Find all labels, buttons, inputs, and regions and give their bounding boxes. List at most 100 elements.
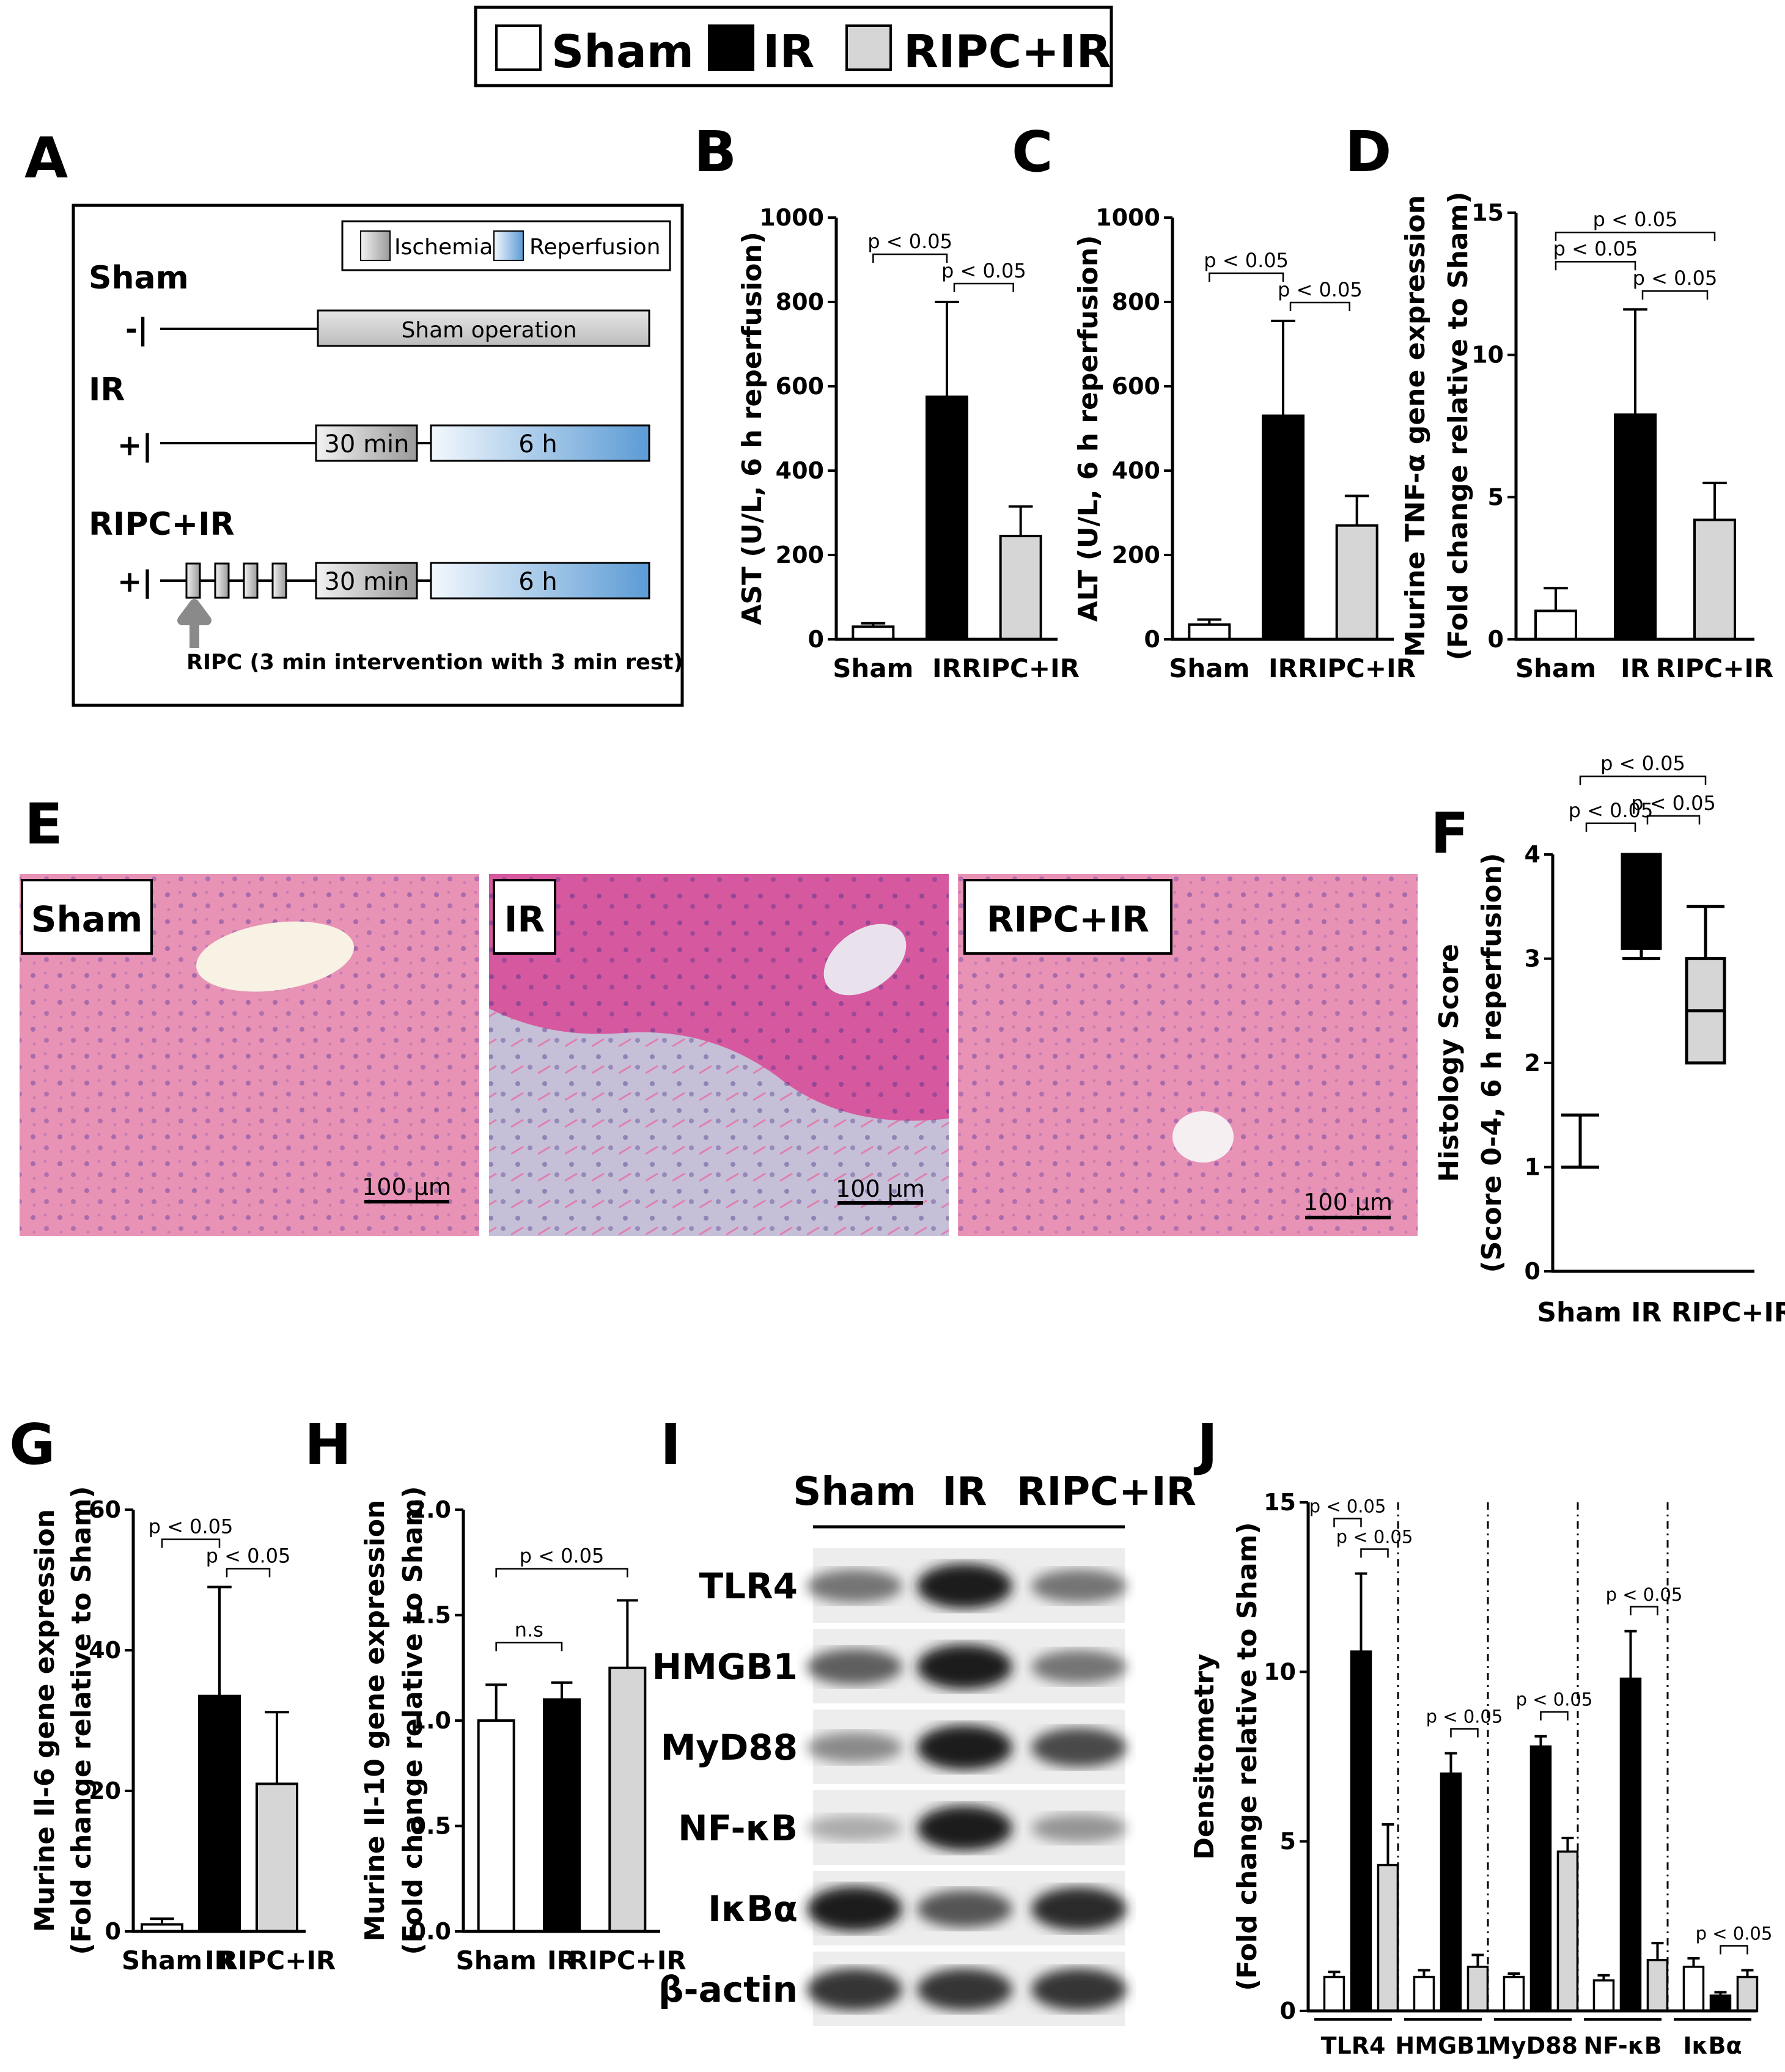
legend-label-sham: Sham [551, 26, 694, 78]
micrograph-sham: Sham 100 μm [20, 874, 479, 1236]
x-category-label: RIPC+IR [1656, 653, 1774, 683]
y-tick-label: 1000 [1095, 204, 1160, 231]
x-category-label: Sham [1515, 653, 1596, 683]
x-category-label: IR [1268, 653, 1298, 683]
significance-label: p < 0.05 [1553, 237, 1638, 260]
y-tick-label: 400 [1112, 457, 1160, 484]
significance-label: p < 0.05 [1278, 278, 1363, 301]
legend-label-ripc: RIPC+IR [904, 26, 1111, 78]
chart-f-histology: Histology Score (Score 0-4, 6 h reperfusi… [1434, 752, 1785, 1328]
significance-label: p < 0.05 [1631, 792, 1716, 815]
y-tick-label: 5 [1280, 1828, 1296, 1855]
y-tick-label: 0 [808, 626, 824, 653]
ir-ischemia-label: 30 min [324, 430, 409, 458]
significance-label: p < 0.05 [1569, 799, 1654, 822]
scale-bar-label-ir: 100 μm [836, 1175, 925, 1202]
y-tick-label: 1.5 [410, 1602, 451, 1629]
bar-ir [198, 1694, 241, 1933]
significance-bracket [1540, 1711, 1569, 1721]
y-axis-label-line2: (Fold change relative to Sham) [1232, 1522, 1263, 1991]
bar-ir [543, 1698, 581, 1933]
significance-label: p < 0.05 [1516, 1689, 1593, 1710]
y-tick-label: 0.5 [410, 1813, 451, 1840]
y-tick-label: 2 [1525, 1049, 1540, 1076]
blot-band [917, 1968, 1012, 2011]
bar-myd88-sham [1503, 1975, 1525, 2012]
significance-bracket [1555, 231, 1716, 241]
blot-protein-label: TLR4 [699, 1565, 798, 1607]
sham-operation-label: Sham operation [401, 318, 576, 343]
panel-e-histology: Sham 100 μm IR 100 μm RIPC+IR 100 μm [20, 874, 1418, 1236]
significance-bracket [1585, 822, 1636, 832]
x-group-label: IκBα [1683, 2032, 1742, 2059]
reperfusion-swatch [493, 230, 524, 261]
y-axis-label-line1: Histology Score [1434, 944, 1465, 1182]
legend-swatch-sham [495, 24, 542, 71]
x-category-label: Sham IR RIPC+IR [1537, 1297, 1785, 1328]
bar-ir [1614, 413, 1657, 641]
y-tick-label: 10 [1471, 342, 1504, 369]
significance-bracket [495, 1568, 628, 1578]
chart-h-il10: Murine Il-10 gene expression (Fold change… [359, 1486, 686, 1975]
significance-label: p < 0.05 [1593, 208, 1678, 231]
significance-bracket [1720, 1945, 1748, 1955]
y-tick-label: 200 [776, 542, 824, 568]
chart-c-alt: ALT (U/L, 6 h reperfusion) Sham IR RIPC+IR 0… [1073, 204, 1416, 683]
y-tick-label: 5 [1488, 483, 1504, 510]
blot-band [807, 1815, 902, 1842]
significance-bracket [1450, 1728, 1479, 1738]
y-tick-label: 15 [1471, 199, 1504, 226]
ripc-note: RIPC (3 min intervention with 3 min rest… [186, 650, 683, 675]
blot-band [1031, 1813, 1127, 1843]
x-group-label: NF-κB [1583, 2032, 1662, 2059]
x-category-label: RIPC+IR [218, 1945, 336, 1975]
bar-sham [852, 625, 895, 641]
protocol-sham-sign: -| [125, 312, 148, 347]
scale-bar-label-ripc: 100 μm [1303, 1189, 1393, 1216]
bar-hmgb1-sham [1413, 1975, 1435, 2012]
significance-label: p < 0.05 [149, 1515, 234, 1538]
blot-band [807, 1732, 902, 1763]
blot-band [807, 1886, 902, 1931]
x-group-label: HMGB1 [1395, 2032, 1490, 2059]
panel-letter-i: I [660, 1412, 681, 1477]
bar-sham [1188, 623, 1231, 641]
significance-label: p < 0.05 [1606, 1584, 1683, 1605]
blot-band [1031, 1968, 1127, 2011]
blot-protein-label: NF-κB [678, 1807, 798, 1849]
wb-col-ripc: RIPC+IR [1017, 1469, 1196, 1515]
chart-b-ast: AST (U/L, 6 h reperfusion) Sham IR RIPC+IR 0… [737, 204, 1080, 683]
x-category-label: Sham [833, 653, 913, 683]
panel-letter-j: J [1193, 1412, 1218, 1477]
micrograph-ripc: RIPC+IR 100 μm [958, 874, 1418, 1236]
significance-label: p < 0.05 [1336, 1526, 1413, 1547]
significance-bracket [1641, 290, 1709, 300]
y-tick-label: 200 [1112, 542, 1160, 568]
y-axis-label-line2: (Fold change relative to Sham) [66, 1486, 97, 1955]
significance-label: p < 0.05 [867, 230, 952, 253]
panel-letter-e: E [24, 792, 63, 857]
bar-tlr4-ir [1350, 1650, 1372, 2012]
blot-band [1031, 1569, 1127, 1603]
significance-bracket [1555, 260, 1636, 271]
bar-hmgb1-ir [1440, 1772, 1462, 2012]
chart-g-il6: Murine Il-6 gene expression (Fold change … [29, 1486, 336, 1975]
micrograph-label-ir: IR [504, 898, 545, 940]
y-tick-label: 0 [1144, 626, 1160, 653]
protocol-ir-title: IR [89, 372, 125, 408]
bar-i-b--sham [1682, 1966, 1705, 2012]
ir-reperfusion-box [430, 424, 650, 462]
y-tick-label: 1.0 [410, 1707, 451, 1734]
y-axis-label-line1: Densitometry [1189, 1653, 1220, 1859]
bar-ir [1262, 414, 1305, 641]
y-tick-label: 1000 [759, 204, 824, 231]
significance-bracket [1630, 1606, 1658, 1615]
ripc-cycles [185, 562, 287, 599]
legend-swatch-ripc [845, 24, 892, 71]
wb-col-ir: IR [942, 1469, 987, 1515]
blot-band [807, 1569, 902, 1603]
significance-label: p < 0.05 [1696, 1923, 1773, 1944]
panel-letter-g: G [9, 1412, 56, 1477]
ir-reperfusion-label: 6 h [518, 430, 558, 458]
